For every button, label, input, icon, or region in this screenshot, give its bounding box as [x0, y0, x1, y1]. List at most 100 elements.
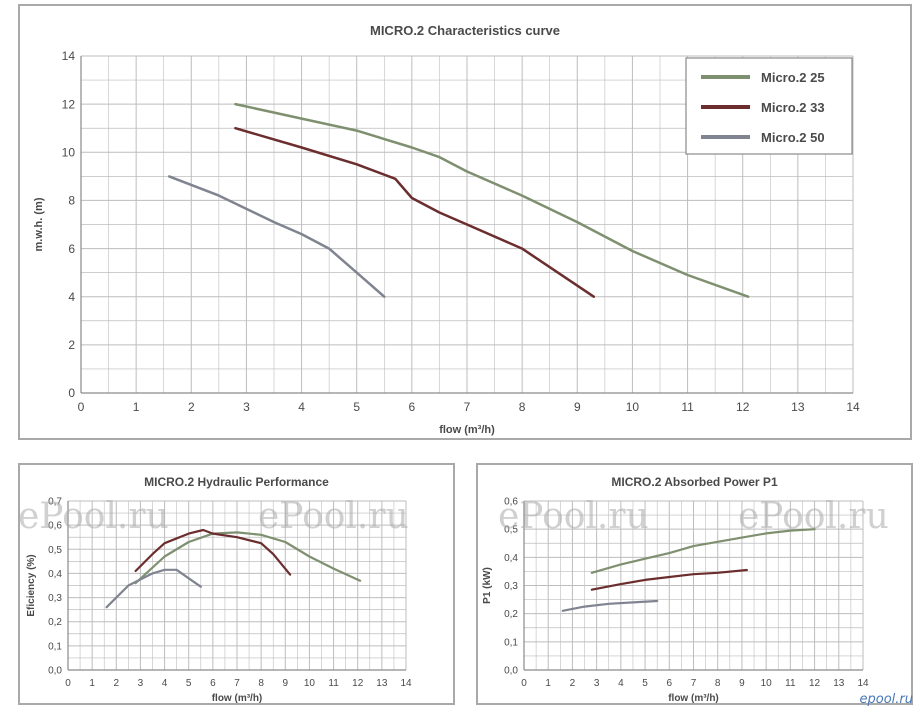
x-tick-label: 12: [352, 678, 364, 689]
x-tick-label: 3: [594, 678, 600, 689]
x-axis-label: flow (m³/h): [668, 693, 719, 704]
x-axis-label: flow (m³/h): [439, 424, 495, 436]
x-tick-label: 0: [65, 678, 71, 689]
x-tick-label: 6: [210, 678, 216, 689]
y-tick-label: 0,1: [48, 641, 62, 652]
x-tick-label: 6: [667, 678, 673, 689]
x-tick-label: 12: [809, 678, 821, 689]
chart-title: MICRO.2 Absorbed Power P1: [611, 475, 778, 489]
x-tick-label: 3: [138, 678, 144, 689]
x-tick-label: 1: [133, 400, 140, 414]
y-tick-label: 0,2: [48, 617, 62, 628]
y-tick-label: 2: [68, 338, 75, 352]
y-tick-label: 0: [68, 386, 75, 400]
x-tick-label: 1: [89, 678, 95, 689]
y-tick-label: 0,3: [48, 593, 62, 604]
series-line-micro-2-33: [234, 126, 596, 298]
x-tick-label: 11: [681, 400, 694, 414]
legend-label: Micro.2 33: [761, 100, 825, 115]
y-tick-label: 0,5: [48, 545, 62, 556]
x-tick-label: 4: [618, 678, 624, 689]
y-tick-label: 0,1: [504, 637, 518, 648]
x-tick-label: 9: [739, 678, 745, 689]
series-line-2: [590, 568, 748, 591]
y-axis-label: P1 (kW): [482, 567, 493, 604]
x-tick-label: 8: [258, 678, 264, 689]
y-tick-label: 14: [62, 49, 76, 63]
x-tick-label: 8: [715, 678, 721, 689]
y-tick-label: 12: [62, 97, 76, 111]
x-tick-label: 10: [304, 678, 316, 689]
x-axis-label: flow (m³/h): [212, 693, 263, 704]
y-tick-label: 0,6: [48, 521, 62, 532]
series-line-1: [134, 531, 362, 585]
y-tick-label: 0,4: [504, 553, 518, 564]
x-tick-label: 2: [188, 400, 195, 414]
y-tick-label: 0,3: [504, 581, 518, 592]
x-tick-label: 3: [243, 400, 250, 414]
series-line-micro-2-50: [167, 175, 386, 298]
x-tick-label: 8: [519, 400, 526, 414]
y-tick-label: 10: [62, 145, 76, 159]
y-tick-label: 0,2: [504, 609, 518, 620]
series-line-3: [105, 568, 202, 609]
x-tick-label: 2: [570, 678, 576, 689]
x-tick-label: 10: [626, 400, 640, 414]
y-tick-label: 0,6: [504, 497, 518, 508]
series-line-micro-2-25: [234, 102, 750, 298]
watermark: ePool.ru: [258, 496, 409, 537]
x-tick-label: 11: [328, 678, 339, 689]
y-tick-label: 0,4: [48, 569, 62, 580]
x-tick-label: 13: [791, 400, 805, 414]
hydraulic-performance-chart: 0 1 2 3 4 5 6 7 8 9 10 11 12 13 140,00,10,20,30,40,50,…: [26, 497, 412, 705]
x-tick-label: 0: [521, 678, 527, 689]
x-tick-label: 13: [376, 678, 388, 689]
x-tick-label: 14: [846, 400, 860, 414]
x-tick-label: 4: [298, 400, 305, 414]
x-tick-label: 5: [642, 678, 648, 689]
series-line-1: [590, 528, 816, 574]
x-tick-label: 7: [234, 678, 240, 689]
chart-title: MICRO.2 Hydraulic Performance: [144, 475, 329, 489]
series-line-3: [561, 599, 659, 612]
site-logo: epool.ru: [859, 692, 914, 707]
x-tick-label: 7: [464, 400, 471, 414]
x-tick-label: 5: [186, 678, 192, 689]
x-tick-label: 9: [283, 678, 289, 689]
watermark: ePool.ru: [498, 496, 649, 537]
x-tick-label: 4: [162, 678, 168, 689]
x-tick-label: 14: [400, 678, 412, 689]
x-tick-label: 7: [691, 678, 697, 689]
chart-title: MICRO.2 Characteristics curve: [369, 23, 561, 38]
x-tick-label: 12: [736, 400, 750, 414]
y-tick-label: 8: [68, 194, 75, 208]
absorbed-power-chart: 0 1 2 3 4 5 6 7 8 9 10 11 12 13 140,00,10,20,30,40,50,…: [482, 497, 869, 705]
y-tick-label: 6: [68, 242, 75, 256]
y-tick-label: 0,5: [504, 525, 518, 536]
y-tick-label: 0,7: [48, 497, 62, 508]
x-tick-label: 11: [785, 678, 796, 689]
y-tick-label: 0,0: [48, 666, 62, 677]
x-tick-label: 1: [545, 678, 551, 689]
series-line-2: [134, 528, 292, 576]
watermark: ePool.ru: [18, 496, 169, 537]
absorbed-power-panel: MICRO.2 Absorbed Power P1 0 1 2 3 4 5 6 7 8 9 10 11…: [476, 463, 913, 705]
legend-label: Micro.2 50: [761, 130, 825, 145]
x-tick-label: 10: [761, 678, 773, 689]
x-tick-label: 2: [114, 678, 120, 689]
watermark: ePool.ru: [738, 496, 889, 537]
y-tick-label: 4: [68, 290, 75, 304]
x-tick-label: 9: [574, 400, 581, 414]
x-tick-label: 0: [78, 400, 85, 414]
y-tick-label: 0,0: [504, 666, 518, 677]
y-axis-label: Eficiency (%): [26, 554, 37, 616]
x-tick-label: 6: [409, 400, 416, 414]
y-axis-label: m.w.h. (m): [33, 197, 45, 251]
x-tick-label: 13: [833, 678, 845, 689]
x-tick-label: 14: [857, 678, 869, 689]
x-tick-label: 5: [353, 400, 360, 414]
legend-label: Micro.2 25: [761, 70, 825, 85]
